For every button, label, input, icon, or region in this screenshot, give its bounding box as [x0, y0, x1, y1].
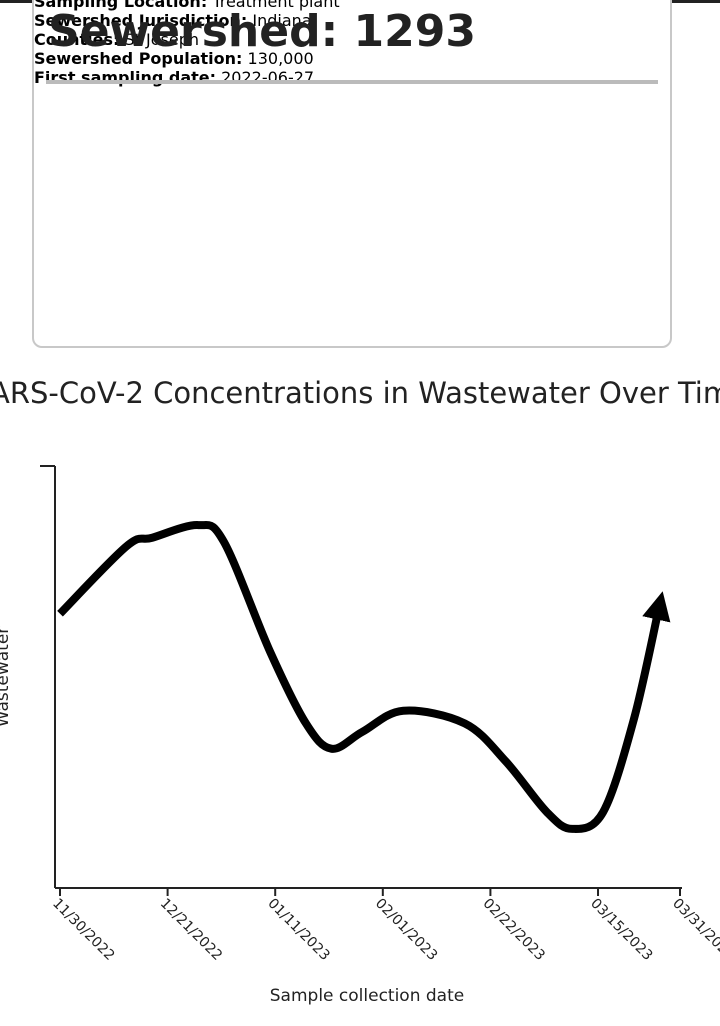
- x-axis-label: Sample collection date: [270, 986, 464, 1006]
- field-value: Indiana: [252, 11, 312, 30]
- info-card: Sewershed: 1293 Sampling Location: Treat…: [32, 0, 672, 348]
- field-value: St Joseph: [124, 30, 200, 49]
- x-tick-label: 12/21/2022: [157, 896, 225, 964]
- field: Sampling Location: Treatment plant: [34, 0, 670, 11]
- chart-title: SARS-CoV-2 Concentrations in Wastewater …: [0, 376, 720, 410]
- card-title: Sewershed: 1293: [48, 6, 476, 57]
- x-tick-label: 11/30/2022: [49, 896, 117, 964]
- y-axis-label: Wastewater: [0, 627, 13, 728]
- field: Counties: St Joseph: [34, 30, 670, 49]
- field: Sewershed Population: 130,000: [34, 49, 670, 68]
- x-tick-label: 03/15/2023: [587, 896, 655, 964]
- field-label: Sampling Location:: [34, 0, 208, 11]
- x-tick-label: 01/11/2023: [264, 896, 332, 964]
- field: Sewershed Jurisdiction: Indiana: [34, 11, 670, 30]
- field-value: Treatment plant: [212, 0, 340, 11]
- field-label: Counties:: [34, 30, 120, 49]
- x-tick-label: 03/31/2023: [669, 896, 720, 964]
- x-tick-label: 02/01/2023: [372, 896, 440, 964]
- field-list: Sampling Location: Treatment plant Sewers…: [34, 0, 670, 87]
- line-series: [57, 521, 671, 833]
- divider: [46, 80, 658, 84]
- field-label: Sewershed Jurisdiction:: [34, 11, 248, 30]
- x-tick-label: 02/22/2023: [480, 896, 548, 964]
- field-label: Sewershed Population:: [34, 49, 243, 68]
- field-value: 130,000: [247, 49, 314, 68]
